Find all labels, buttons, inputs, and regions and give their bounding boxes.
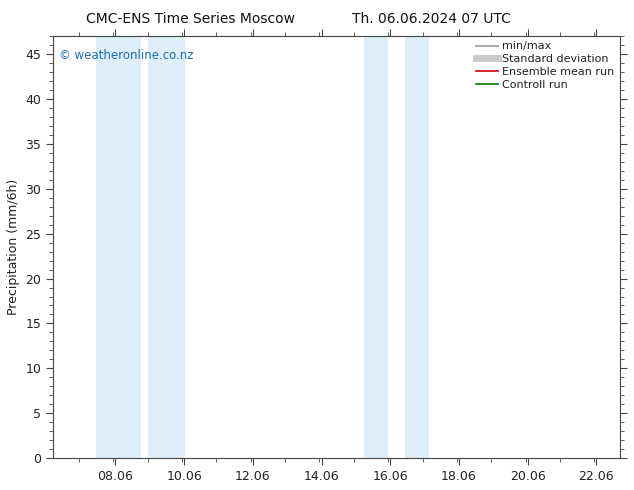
Bar [96,36,141,458]
Text: CMC-ENS Time Series Moscow: CMC-ENS Time Series Moscow [86,12,295,26]
Y-axis label: Precipitation (mm/6h): Precipitation (mm/6h) [7,179,20,315]
Bar [364,36,388,458]
Text: © weatheronline.co.nz: © weatheronline.co.nz [59,49,193,62]
Bar [148,36,186,458]
Legend: min/max, Standard deviation, Ensemble mean run, Controll run: min/max, Standard deviation, Ensemble me… [474,39,617,92]
Text: Th. 06.06.2024 07 UTC: Th. 06.06.2024 07 UTC [352,12,510,26]
Bar [405,36,429,458]
